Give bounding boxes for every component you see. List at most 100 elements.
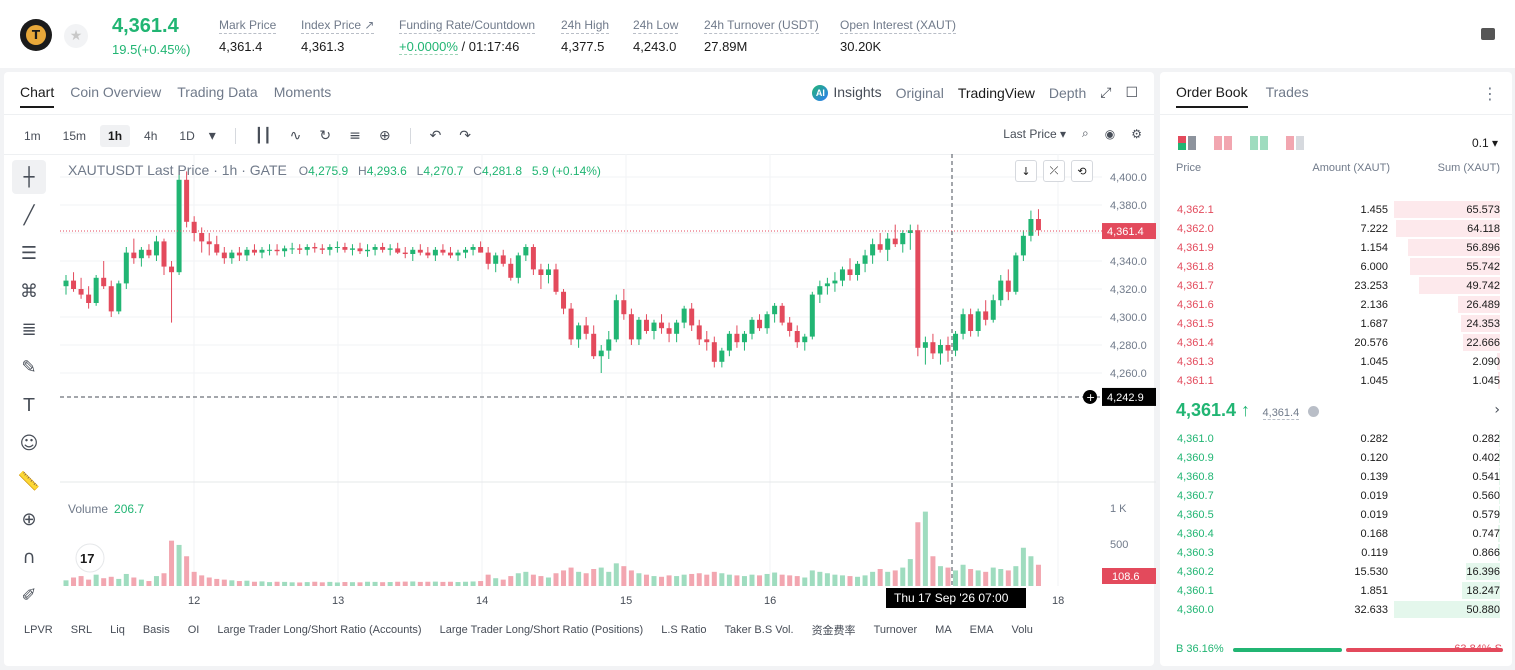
- timeframe-4h[interactable]: 4h: [144, 129, 158, 143]
- stat-label[interactable]: Index Price ↗: [301, 18, 375, 34]
- bid-row[interactable]: 4,360.4 0.168 0.747: [1160, 524, 1512, 543]
- timeframe-1h[interactable]: 1h: [100, 125, 131, 147]
- timeframe-15m[interactable]: 15m: [62, 129, 87, 143]
- ask-row[interactable]: 4,361.4 20.576 22.666: [1160, 333, 1512, 352]
- book-icon[interactable]: [1481, 28, 1495, 40]
- indicator-item[interactable]: 资金费率: [811, 625, 856, 637]
- indicators-icon[interactable]: ∿: [289, 128, 302, 144]
- ask-row[interactable]: 4,362.0 7.222 64.118: [1160, 219, 1512, 238]
- candle-type-icon[interactable]: ┃┃: [254, 128, 272, 144]
- tab-depth[interactable]: Depth: [1048, 84, 1087, 101]
- stat-label[interactable]: 24h Low: [633, 18, 679, 34]
- bid-row[interactable]: 4,360.3 0.119 0.866: [1160, 543, 1512, 562]
- more-icon[interactable]: ⋮: [1482, 84, 1498, 103]
- candle-body: [372, 247, 378, 250]
- candlestick-chart[interactable]: 4,400.04,380.04,360.04,340.04,320.04,300…: [60, 154, 1156, 614]
- bid-row[interactable]: 4,360.5 0.019 0.579: [1160, 505, 1512, 524]
- stat-label[interactable]: Mark Price: [219, 18, 277, 34]
- ask-row[interactable]: 4,361.5 1.687 24.353: [1160, 314, 1512, 333]
- ruler-icon[interactable]: 📏: [17, 470, 41, 492]
- camera-icon[interactable]: ◉: [1104, 126, 1116, 141]
- ask-row[interactable]: 4,361.3 1.045 2.090: [1160, 352, 1512, 371]
- ask-row[interactable]: 4,361.9 1.154 56.896: [1160, 238, 1512, 257]
- bid-row[interactable]: 4,360.8 0.139 0.541: [1160, 467, 1512, 486]
- indicator-item[interactable]: Liq: [110, 624, 125, 636]
- tab-tradingview[interactable]: TradingView: [957, 84, 1035, 101]
- ask-row[interactable]: 4,362.1 1.455 65.573: [1160, 200, 1512, 219]
- window-icon[interactable]: ☐: [1125, 84, 1138, 101]
- stat-label[interactable]: Open Interest (XAUT): [840, 18, 957, 34]
- settings-icon[interactable]: ⚙: [1131, 126, 1142, 141]
- drawing-toolbar: ┼ ╱ ☰ ⌘ ≣ ✎ T ☺ 📏 ⊕ ∩ ✐: [12, 160, 48, 616]
- compact-icon[interactable]: [1286, 136, 1304, 150]
- alert-icon[interactable]: ⊕: [378, 128, 391, 144]
- indicator-item[interactable]: Large Trader Long/Short Ratio (Positions…: [439, 624, 644, 636]
- reset-icon[interactable]: ⟲: [1071, 160, 1093, 182]
- collapse-icon[interactable]: ⤫: [1043, 160, 1065, 182]
- indicator-item[interactable]: Turnover: [873, 624, 918, 636]
- expand-icon[interactable]: ⤢: [1100, 84, 1112, 101]
- ask-row[interactable]: 4,361.8 6.000 55.742: [1160, 257, 1512, 276]
- stat-label[interactable]: 24h Turnover (USDT): [704, 18, 819, 34]
- chevron-right-icon[interactable]: ›: [1494, 402, 1500, 418]
- bid-row[interactable]: 4,360.2 15.530 16.396: [1160, 562, 1512, 581]
- last-price-selector[interactable]: Last Price ▾: [1003, 126, 1067, 141]
- favorite-star-icon[interactable]: ★: [64, 24, 88, 48]
- stat-label[interactable]: 24h High: [561, 18, 610, 34]
- volume-bar: [1020, 547, 1026, 586]
- indicator-item[interactable]: MA: [935, 624, 952, 636]
- brush-icon[interactable]: ✎: [21, 356, 37, 378]
- scroll-down-icon[interactable]: ↓: [1015, 160, 1037, 182]
- indicator-item[interactable]: OI: [187, 624, 200, 636]
- bid-row[interactable]: 4,360.1 1.851 18.247: [1160, 581, 1512, 600]
- tab-trades[interactable]: Trades: [1265, 84, 1309, 100]
- precision-select[interactable]: 0.1 ▾: [1471, 136, 1498, 150]
- indicator-item[interactable]: Large Trader Long/Short Ratio (Accounts): [217, 624, 422, 636]
- stat-label[interactable]: Funding Rate/Countdown: [399, 18, 536, 34]
- compare-icon[interactable]: ↻: [319, 128, 332, 144]
- templates-icon[interactable]: ≡: [349, 128, 361, 144]
- timeframe-1d[interactable]: 1D: [179, 129, 195, 143]
- horizontal-lines-icon[interactable]: ☰: [20, 242, 38, 264]
- bids-only-icon[interactable]: [1250, 136, 1268, 150]
- timeframe-dropdown-icon[interactable]: ▾: [208, 128, 216, 144]
- ask-row[interactable]: 4,361.7 23.253 49.742: [1160, 276, 1512, 295]
- insights-button[interactable]: AI Insights: [798, 84, 882, 102]
- redo-icon[interactable]: ↷: [459, 128, 472, 144]
- pattern-icon[interactable]: ⌘: [20, 280, 38, 302]
- mid-price-row[interactable]: 4,361.4 ↑ 4,361.4 ›: [1176, 400, 1500, 421]
- search-icon[interactable]: ⌕: [1082, 126, 1089, 140]
- indicator-item[interactable]: Basis: [142, 624, 170, 636]
- ask-row[interactable]: 4,361.1 1.045 1.045: [1160, 371, 1512, 390]
- pencil-icon[interactable]: ✐: [21, 584, 37, 606]
- indicator-item[interactable]: LPVR: [24, 624, 53, 636]
- tab-chart[interactable]: Chart: [20, 84, 55, 108]
- trend-line-icon[interactable]: ╱: [23, 204, 35, 226]
- bid-row[interactable]: 4,360.7 0.019 0.560: [1160, 486, 1512, 505]
- crosshair-icon[interactable]: ┼: [12, 160, 46, 194]
- timeframe-1m[interactable]: 1m: [24, 129, 41, 143]
- text-icon[interactable]: T: [23, 394, 35, 416]
- bid-row[interactable]: 4,360.0 32.633 50.880: [1160, 600, 1512, 619]
- bid-row[interactable]: 4,361.0 0.282 0.282: [1160, 429, 1512, 448]
- ask-row[interactable]: 4,361.6 2.136 26.489: [1160, 295, 1512, 314]
- indicator-item[interactable]: SRL: [70, 624, 93, 636]
- asks-only-icon[interactable]: [1214, 136, 1232, 150]
- tab-original[interactable]: Original: [895, 84, 944, 101]
- emoji-icon[interactable]: ☺: [19, 432, 39, 454]
- indicator-item[interactable]: L.S Ratio: [661, 624, 707, 636]
- indicator-item[interactable]: Volu: [1011, 624, 1033, 636]
- fib-icon[interactable]: ≣: [21, 318, 37, 340]
- indicator-item[interactable]: Taker B.S Vol.: [724, 624, 794, 636]
- tab-order-book[interactable]: Order Book: [1176, 84, 1248, 108]
- tab-moments[interactable]: Moments: [273, 84, 332, 100]
- funding-rate-value[interactable]: +0.0000%: [399, 39, 458, 55]
- magnet-icon[interactable]: ∩: [22, 546, 36, 568]
- tab-trading-data[interactable]: Trading Data: [177, 84, 258, 100]
- both-sides-icon[interactable]: [1178, 136, 1196, 150]
- undo-icon[interactable]: ↶: [429, 128, 442, 144]
- tab-coin-overview[interactable]: Coin Overview: [70, 84, 162, 100]
- indicator-item[interactable]: EMA: [969, 624, 994, 636]
- bid-row[interactable]: 4,360.9 0.120 0.402: [1160, 448, 1512, 467]
- zoom-in-icon[interactable]: ⊕: [21, 508, 37, 530]
